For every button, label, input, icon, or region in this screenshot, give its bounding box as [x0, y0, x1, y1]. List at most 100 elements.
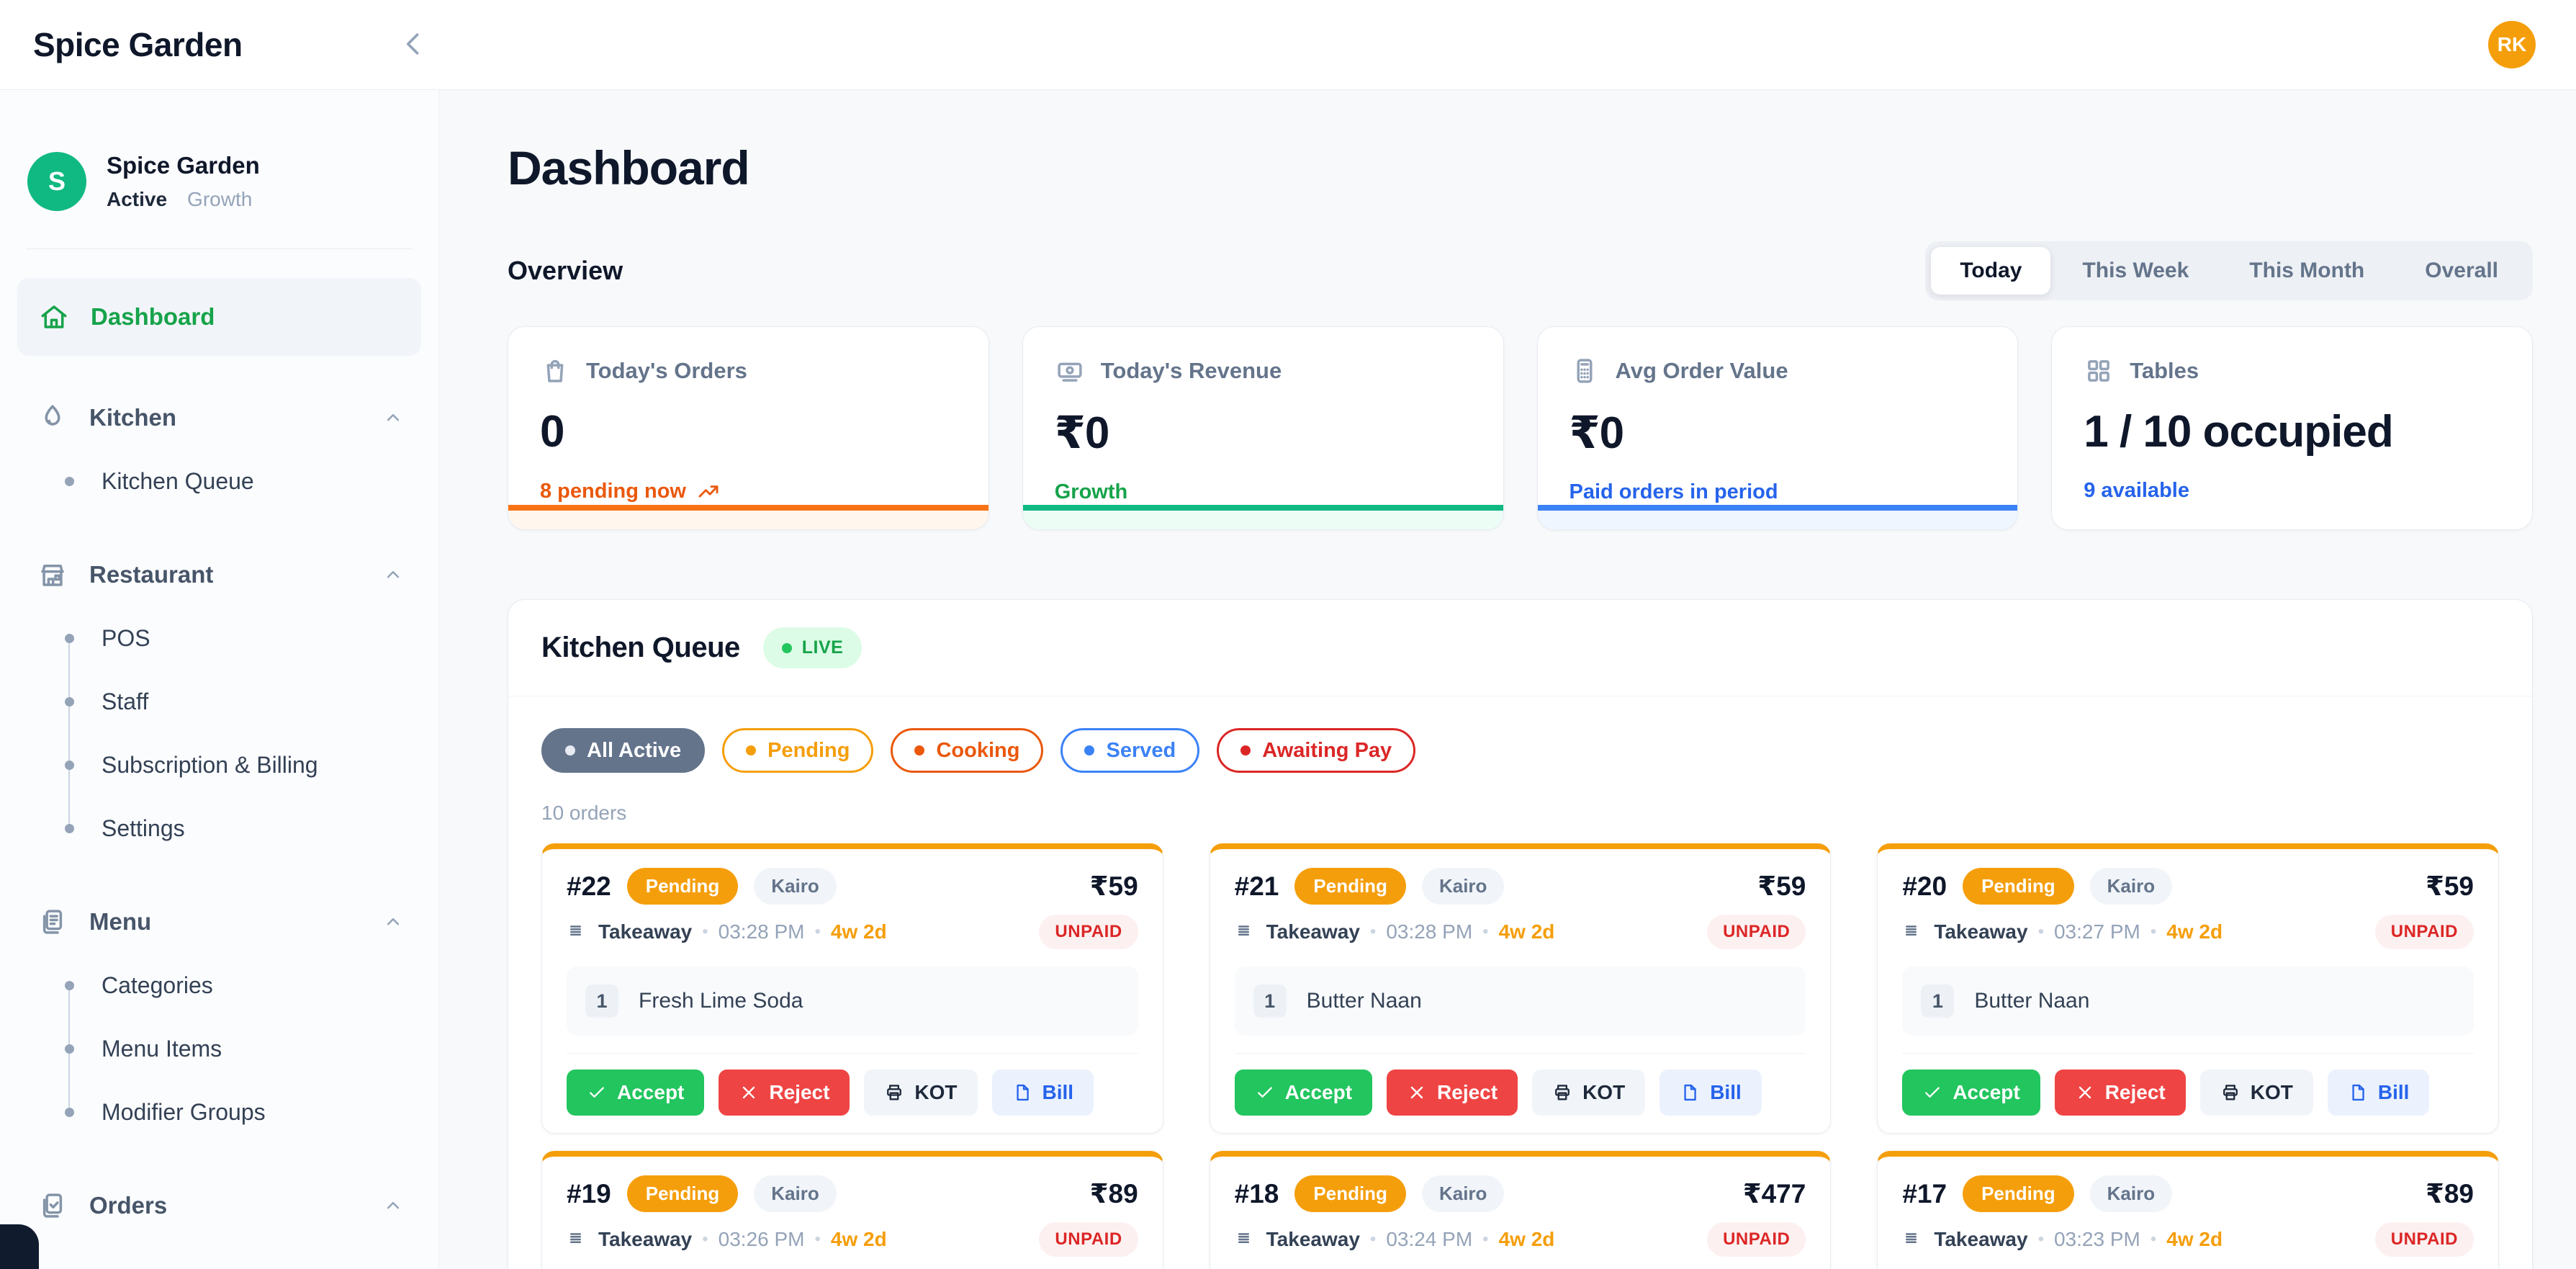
sidebar-item-dashboard[interactable]: Dashboard	[17, 278, 421, 356]
reject-button[interactable]: Reject	[2054, 1070, 2186, 1116]
sidebar-item-label: Menu Items	[102, 1035, 222, 1062]
tab-today[interactable]: Today	[1931, 247, 2051, 295]
sidebar-item-modifier-groups[interactable]: Modifier Groups	[16, 1080, 423, 1144]
kot-button[interactable]: KOT	[2199, 1070, 2313, 1116]
reject-button[interactable]: Reject	[1387, 1070, 1518, 1116]
order-meta: Takeaway • 03:28 PM • 4w 2d UNPAID	[1235, 915, 1806, 949]
payment-status-badge: UNPAID	[2374, 915, 2474, 949]
button-label: KOT	[2250, 1081, 2293, 1103]
order-items: 1 Butter Naan	[1234, 967, 1806, 1036]
accept-button[interactable]: Accept	[1902, 1070, 2040, 1116]
sidebar-subitems: Categories Menu Items Modifier Groups	[16, 954, 423, 1144]
order-number: #20	[1902, 871, 1947, 901]
check-icon	[1922, 1082, 1942, 1103]
store-icon	[37, 560, 68, 590]
stat-value: 1 / 10 occupied	[2084, 407, 2394, 457]
org-status-badge: Active	[107, 188, 168, 210]
reject-button[interactable]: Reject	[719, 1070, 850, 1116]
filter-pending[interactable]: Pending	[722, 728, 874, 773]
chevron-up-icon	[382, 564, 404, 586]
separator-dot: •	[1482, 1229, 1489, 1249]
button-label: Accept	[1953, 1081, 2020, 1103]
separator-dot: •	[1369, 1229, 1377, 1249]
sidebar-section-label: Kitchen	[89, 404, 177, 431]
button-label: Bill	[1042, 1081, 1074, 1103]
stat-card-header: Avg Order Value	[1570, 356, 1986, 386]
order-type-label: Takeaway	[1934, 1228, 2028, 1250]
list-icon	[1902, 1229, 1924, 1250]
stat-note-text: Growth	[1054, 480, 1128, 503]
tab-this-month[interactable]: This Month	[2249, 259, 2365, 282]
filter-served[interactable]: Served	[1060, 728, 1200, 773]
sidebar-item-pos[interactable]: POS	[16, 606, 423, 670]
kot-button[interactable]: KOT	[1532, 1070, 1646, 1116]
stats-grid: Today's Orders 0 8 pending now Today's Reve…	[508, 326, 2533, 530]
order-card-22: #22 Pending Kairo ₹59 Takeaway • 03:28 PM • 4w 2…	[541, 843, 1163, 1134]
user-avatar[interactable]: RK	[2488, 21, 2536, 68]
bullet-dot-icon	[65, 696, 74, 707]
filter-label: Cooking	[936, 738, 1020, 762]
sidebar-item-categories[interactable]: Categories	[16, 954, 423, 1017]
tab-this-week[interactable]: This Week	[2082, 259, 2189, 282]
filter-awaiting-pay[interactable]: Awaiting Pay	[1217, 728, 1416, 773]
sidebar-section-header-orders[interactable]: Orders	[16, 1174, 423, 1237]
live-label: LIVE	[801, 637, 844, 658]
order-source-badge: Kairo	[2089, 868, 2173, 905]
bill-button[interactable]: Bill	[1659, 1070, 1762, 1116]
order-age: 4w 2d	[1498, 1228, 1555, 1250]
shopping-bag-icon	[540, 356, 570, 386]
sidebar-item-kitchen-queue[interactable]: Kitchen Queue	[16, 449, 423, 513]
x-icon	[2075, 1082, 2095, 1103]
stat-note: 9 available	[2084, 479, 2500, 503]
order-source-badge: Kairo	[1421, 1175, 1505, 1212]
sidebar-item-subscription-billing[interactable]: Subscription & Billing	[16, 733, 423, 797]
sidebar-section-menu: Menu Categories Menu Items Modifier Groups	[16, 890, 423, 1144]
sidebar-item-label: Subscription & Billing	[102, 751, 318, 778]
item-qty-badge: 1	[1253, 985, 1287, 1018]
order-meta: Takeaway • 03:27 PM • 4w 2d UNPAID	[1902, 915, 2474, 949]
order-age: 4w 2d	[830, 1228, 887, 1250]
order-actions: Accept Reject KOT Bill	[567, 1053, 1138, 1116]
sidebar-item-label: Staff	[102, 688, 149, 714]
order-number: #17	[1902, 1178, 1947, 1209]
order-source-badge: Kairo	[1421, 868, 1505, 905]
order-age: 4w 2d	[830, 920, 887, 943]
sidebar-divider	[26, 248, 413, 249]
bill-button[interactable]: Bill	[2327, 1070, 2430, 1116]
order-type: Takeaway	[1235, 920, 1360, 943]
kot-button[interactable]: KOT	[864, 1070, 978, 1116]
stat-note: Growth	[1055, 480, 1472, 504]
sidebar-collapse-button[interactable]	[392, 23, 436, 66]
accept-button[interactable]: Accept	[567, 1070, 705, 1116]
sidebar-section-label: Restaurant	[89, 561, 214, 588]
sidebar-item-settings[interactable]: Settings	[16, 797, 423, 860]
sidebar-section-header-menu[interactable]: Menu	[16, 890, 423, 954]
flame-icon	[37, 403, 68, 433]
sidebar-section-header-kitchen[interactable]: Kitchen	[16, 386, 423, 449]
corner-blob	[0, 1224, 39, 1269]
filter-all-active[interactable]: All Active	[541, 728, 706, 773]
filter-label: All Active	[587, 738, 682, 762]
tab-overall[interactable]: Overall	[2425, 259, 2498, 282]
payment-status-badge: UNPAID	[2374, 1222, 2474, 1257]
sidebar-subitems: POS Staff Subscription & Billing Settings	[16, 606, 423, 860]
sidebar-section-label: Orders	[89, 1192, 168, 1219]
item-name: Butter Naan	[1306, 989, 1422, 1013]
bullet-dot-icon	[65, 1044, 74, 1054]
item-name: Fresh Lime Soda	[639, 989, 803, 1013]
trend-up-icon	[696, 479, 721, 503]
order-source-badge: Kairo	[2089, 1175, 2173, 1212]
accept-button[interactable]: Accept	[1234, 1070, 1373, 1116]
sidebar-item-menu-items[interactable]: Menu Items	[16, 1017, 423, 1080]
order-price: ₹89	[1089, 1179, 1138, 1209]
order-source-badge: Kairo	[754, 1175, 837, 1212]
filter-cooking[interactable]: Cooking	[891, 728, 1044, 773]
sidebar-item-staff[interactable]: Staff	[16, 670, 423, 733]
bill-button[interactable]: Bill	[991, 1070, 1094, 1116]
filter-dot-icon	[1084, 745, 1095, 755]
sidebar-section-header-restaurant[interactable]: Restaurant	[16, 543, 423, 606]
order-card-20: #20 Pending Kairo ₹59 Takeaway • 03:27 PM • 4w 2…	[1877, 843, 2499, 1134]
filter-label: Awaiting Pay	[1262, 738, 1392, 762]
chevron-up-icon	[382, 407, 404, 429]
button-label: KOT	[914, 1081, 958, 1103]
